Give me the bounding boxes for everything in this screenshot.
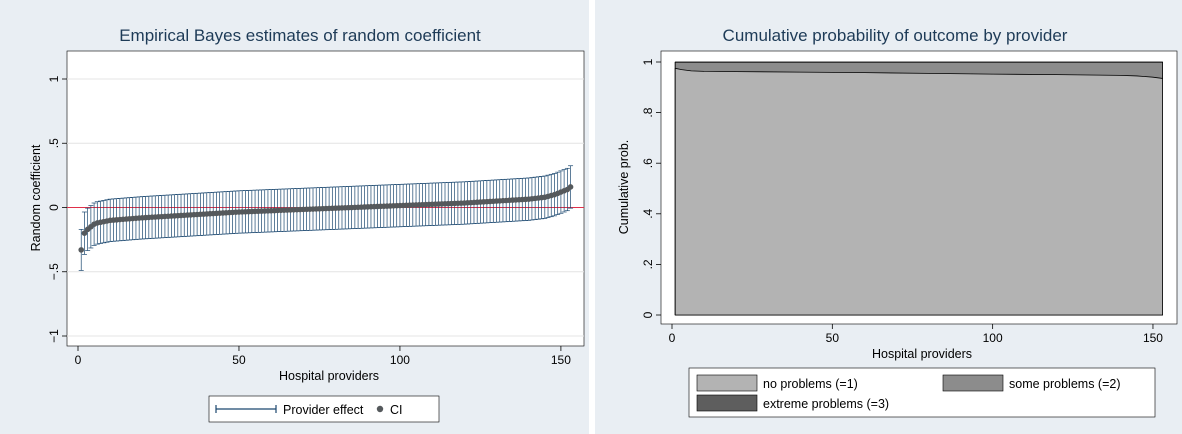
y-axis-label: Random coefficient xyxy=(29,144,43,251)
x-tick-label-0: 0 xyxy=(669,331,676,345)
estimate-point-2 xyxy=(81,230,88,236)
y-axis: −1 −.5 0 .5 1 xyxy=(47,75,67,343)
area-series-0 xyxy=(674,67,1163,316)
y-tick-label-4: .8 xyxy=(641,107,655,117)
x-tick-label-1: 50 xyxy=(826,331,840,345)
y-tick-label-3: .5 xyxy=(47,138,61,148)
y-tick-label-4: 1 xyxy=(47,75,61,82)
chart-title: Empirical Bayes estimates of random coef… xyxy=(119,26,481,45)
x-tick-label-3: 150 xyxy=(1143,331,1163,345)
legend-key-no-problems xyxy=(696,374,758,392)
legend-key-some-problems xyxy=(942,374,1004,392)
y-tick-label-5: 1 xyxy=(641,58,655,65)
x-axis-label: Hospital providers xyxy=(279,369,379,383)
x-tick-label-0: 0 xyxy=(75,353,82,367)
y-axis-label: Cumulative prob. xyxy=(617,140,631,235)
x-tick-label-3: 150 xyxy=(551,353,571,367)
legend-key-extreme-problems xyxy=(696,394,758,412)
x-tick-label-1: 50 xyxy=(232,353,246,367)
y-tick-label-0: −1 xyxy=(47,329,61,343)
stacked-areas xyxy=(674,61,1163,316)
y-tick-label-2: 0 xyxy=(47,204,61,211)
legend-key-ci xyxy=(376,405,384,413)
legend-label-no-problems: no problems (=1) xyxy=(763,377,858,391)
estimate-points xyxy=(78,184,574,253)
legend-label-extreme-problems: extreme problems (=3) xyxy=(763,397,889,411)
legend-label-provider-effect: Provider effect xyxy=(283,403,364,417)
chart-title: Cumulative probability of outcome by pro… xyxy=(723,26,1068,45)
cumulative-probability-chart: Cumulative probability of outcome by pro… xyxy=(617,26,1178,418)
random-coefficient-chart: Empirical Bayes estimates of random coef… xyxy=(29,26,585,423)
left-chart-panel: Empirical Bayes estimates of random coef… xyxy=(0,0,589,434)
legend: no problems (=1) some problems (=2) extr… xyxy=(688,367,1156,418)
legend: Provider effect CI xyxy=(208,395,440,423)
x-axis-label: Hospital providers xyxy=(872,347,972,361)
x-tick-label-2: 100 xyxy=(983,331,1003,345)
y-axis: 0 .2 .4 .6 .8 1 xyxy=(641,58,661,318)
x-axis: 0 50 100 150 xyxy=(75,346,571,367)
legend-label-some-problems: some problems (=2) xyxy=(1009,377,1121,391)
legend-label-ci: CI xyxy=(390,403,403,417)
plot-area xyxy=(66,50,585,347)
right-chart-panel: Cumulative probability of outcome by pro… xyxy=(595,0,1182,434)
y-tick-label-1: −.5 xyxy=(47,263,61,280)
y-tick-label-0: 0 xyxy=(641,311,655,318)
y-tick-label-1: .2 xyxy=(641,259,655,269)
x-tick-label-2: 100 xyxy=(390,353,410,367)
y-tick-label-2: .4 xyxy=(641,208,655,218)
y-tick-label-3: .6 xyxy=(641,158,655,168)
x-axis: 0 50 100 150 xyxy=(669,324,1163,345)
estimate-point-1 xyxy=(78,247,85,253)
legend-box xyxy=(688,367,1156,418)
estimate-point-153 xyxy=(567,184,574,190)
